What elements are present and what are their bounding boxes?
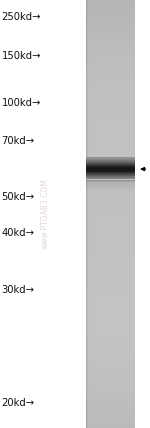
Text: 250kd→: 250kd→ xyxy=(2,12,41,22)
Text: 100kd→: 100kd→ xyxy=(2,98,41,108)
Text: www.PTGAB3.COM: www.PTGAB3.COM xyxy=(40,178,50,250)
Text: 150kd→: 150kd→ xyxy=(2,51,41,61)
Text: 70kd→: 70kd→ xyxy=(2,136,35,146)
Text: 50kd→: 50kd→ xyxy=(2,192,35,202)
Text: 30kd→: 30kd→ xyxy=(2,285,34,295)
Text: 20kd→: 20kd→ xyxy=(2,398,35,408)
Text: 40kd→: 40kd→ xyxy=(2,228,34,238)
